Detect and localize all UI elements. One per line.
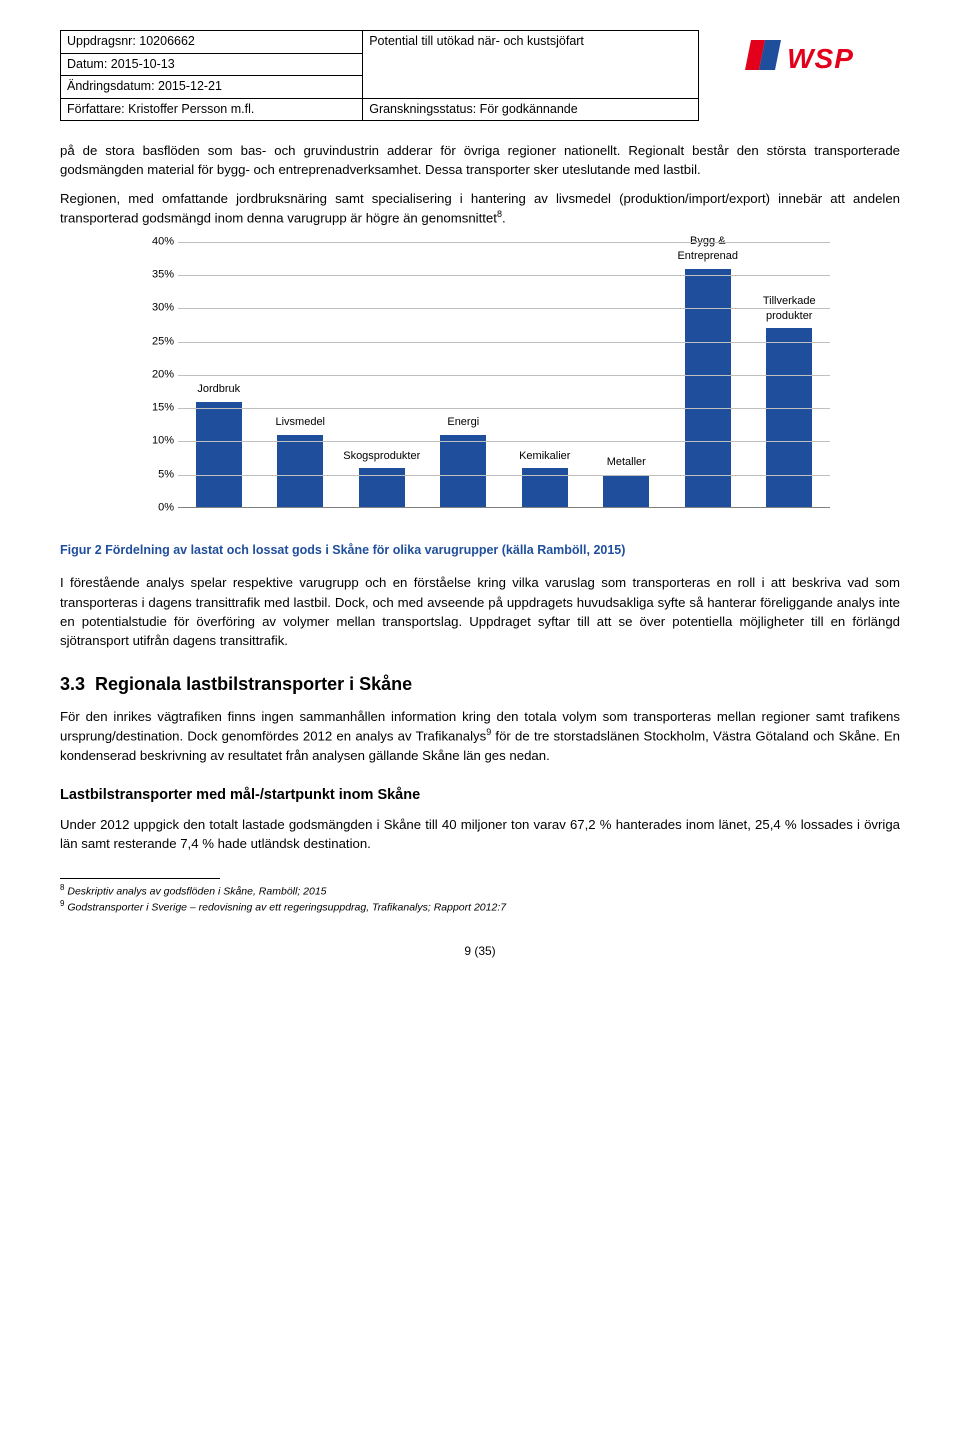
- bar: [603, 475, 649, 508]
- bar: [685, 269, 731, 508]
- y-tick-label: 20%: [152, 367, 174, 382]
- section-number: 3.3: [60, 674, 85, 694]
- para2-text: Regionen, med omfattande jordbruksnäring…: [60, 191, 900, 226]
- y-tick-label: 30%: [152, 301, 174, 316]
- gridline: [178, 475, 830, 476]
- paragraph-4: För den inrikes vägtrafiken finns ingen …: [60, 707, 900, 765]
- gridline: [178, 342, 830, 343]
- header-granskning: Granskningsstatus: För godkännande: [363, 98, 699, 121]
- bar: [196, 402, 242, 508]
- gridline: [178, 408, 830, 409]
- header-andringsdatum: Ändringsdatum: 2015-12-21: [61, 76, 363, 99]
- bar-chart: Jordbruk Livsmedel Skogsprodukter Energi Kem…: [130, 242, 830, 532]
- bar: [277, 435, 323, 508]
- y-tick-label: 35%: [152, 268, 174, 283]
- paragraph-1: på de stora basflöden som bas- och gruvi…: [60, 141, 900, 179]
- footnote-8: 8 Deskriptiv analys av godsflöden i Skån…: [60, 883, 900, 899]
- bar-label: Energi: [447, 415, 479, 430]
- logo-text: WSP: [787, 39, 854, 78]
- header-uppdragsnr: Uppdragsnr: 10206662: [61, 31, 363, 54]
- y-tick-label: 25%: [152, 334, 174, 349]
- figure-caption: Figur 2 Fördelning av lastat och lossat …: [60, 542, 900, 560]
- y-tick-label: 15%: [152, 401, 174, 416]
- header-title: Potential till utökad när- och kustsjöfa…: [363, 31, 699, 99]
- gridline: [178, 275, 830, 276]
- document-header: Uppdragsnr: 10206662 Potential till utök…: [60, 30, 900, 121]
- page-number: 9 (35): [60, 943, 900, 960]
- y-tick-label: 10%: [152, 434, 174, 449]
- footnote-9: 9 Godstransporter i Sverige – redovisnin…: [60, 899, 900, 915]
- paragraph-2: Regionen, med omfattande jordbruksnäring…: [60, 189, 900, 228]
- paragraph-3: I förestående analys spelar respektive v…: [60, 573, 900, 650]
- section-title: Regionala lastbilstransporter i Skåne: [95, 674, 412, 694]
- bar-label: Livsmedel: [275, 415, 325, 430]
- paragraph-5: Under 2012 uppgick den totalt lastade go…: [60, 815, 900, 853]
- wsp-logo: WSP: [705, 33, 894, 84]
- gridline: [178, 242, 830, 243]
- bar: [766, 328, 812, 508]
- bar: [440, 435, 486, 508]
- gridline: [178, 308, 830, 309]
- bar-label: Jordbruk: [197, 382, 240, 397]
- subsection-heading: Lastbilstransporter med mål-/startpunkt …: [60, 785, 900, 805]
- y-tick-label: 5%: [158, 467, 174, 482]
- y-tick-label: 0%: [158, 500, 174, 515]
- header-datum: Datum: 2015-10-13: [61, 53, 363, 76]
- gridline: [178, 375, 830, 376]
- y-tick-label: 40%: [152, 234, 174, 249]
- bar-label: Skogsprodukter: [343, 449, 420, 464]
- bar-label: Bygg &Entreprenad: [668, 234, 748, 265]
- section-heading: 3.3 Regionala lastbilstransporter i Skån…: [60, 672, 900, 697]
- gridline: [178, 441, 830, 442]
- bar-label: Kemikalier: [519, 449, 570, 464]
- bar-label: Metaller: [607, 455, 646, 470]
- footnote-separator: [60, 878, 220, 879]
- header-forfattare: Författare: Kristoffer Persson m.fl.: [61, 98, 363, 121]
